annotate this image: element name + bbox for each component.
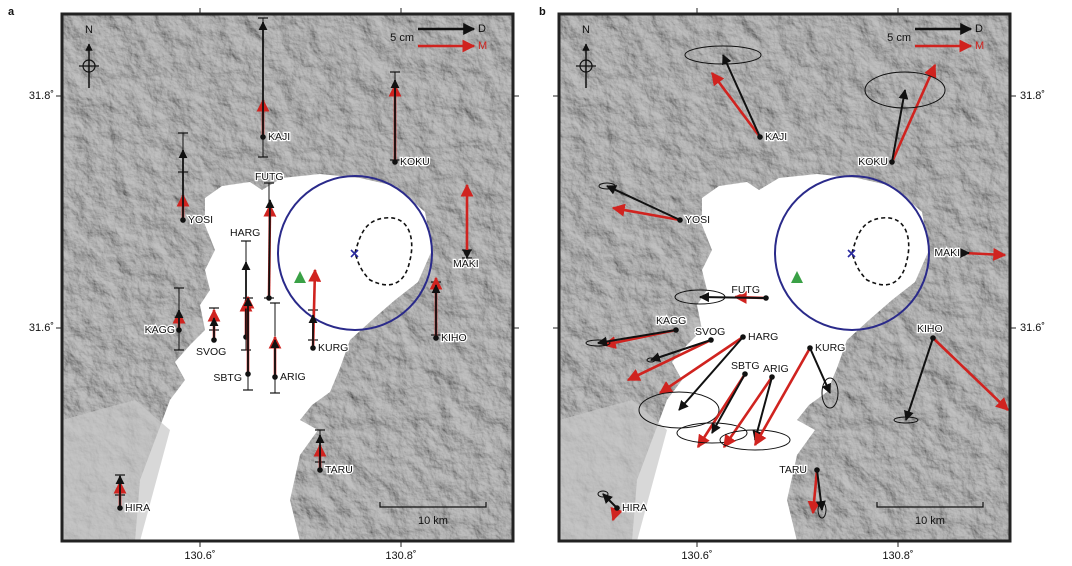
panel: KAJI KOKU YOSI MAKI FUTG HARG KAGG SVOG SBTG ARIG… xyxy=(8,6,519,562)
north-label: N xyxy=(582,24,590,36)
station-label: HARG xyxy=(230,227,260,239)
station-label: KAGG xyxy=(145,324,175,336)
station xyxy=(708,337,714,343)
panel-label: b xyxy=(539,6,546,18)
station xyxy=(260,134,266,140)
station xyxy=(742,371,748,377)
station xyxy=(889,159,895,165)
lat-label: 31.6˚ xyxy=(29,322,54,334)
station-label: FUTG xyxy=(255,171,284,183)
station-label: KOKU xyxy=(858,156,888,168)
legend-scale: 5 cm xyxy=(887,32,911,44)
legend-scale: 5 cm xyxy=(390,32,414,44)
figure: KAJIKOKUYOSIMAKIFUTGHARGKAGGSVOGSBTGARIG… xyxy=(0,0,1072,566)
station-label: TARU xyxy=(325,464,353,476)
station-label: KURG xyxy=(815,342,845,354)
station xyxy=(763,295,769,301)
station xyxy=(740,334,746,340)
station xyxy=(673,327,679,333)
station xyxy=(814,467,820,473)
lon-label: 130.6˚ xyxy=(681,550,712,562)
station xyxy=(930,335,936,341)
station-label: KOKU xyxy=(400,156,430,168)
station xyxy=(176,327,182,333)
scale-bar-label: 10 km xyxy=(915,515,945,527)
lat-label: 31.6˚ xyxy=(1020,322,1045,334)
station-label: SVOG xyxy=(196,346,226,358)
station xyxy=(317,467,323,473)
station-label: ARIG xyxy=(763,363,789,375)
station xyxy=(464,250,470,256)
map-area: KAJI KOKU YOSI MAKI FUTG HARG KAGG SVOG SBTG ARIG… xyxy=(62,14,513,541)
station xyxy=(266,295,272,301)
station-label: KAJI xyxy=(268,131,290,143)
station-label: MAKI xyxy=(453,258,479,270)
station xyxy=(392,159,398,165)
station-label: HIRA xyxy=(125,502,150,514)
station-label: KIHO xyxy=(441,332,467,344)
observed-vector xyxy=(269,200,270,298)
legend-observed-label: D xyxy=(975,23,983,35)
station-label: MAKI xyxy=(934,247,960,259)
station-label: SBTG xyxy=(213,372,242,384)
north-label: N xyxy=(85,24,93,36)
station xyxy=(180,217,186,223)
station-label: KAGG xyxy=(656,315,686,327)
station xyxy=(433,335,439,341)
station-label: HARG xyxy=(748,331,778,343)
station-label: ARIG xyxy=(280,371,306,383)
station-label: YOSI xyxy=(188,214,213,226)
station xyxy=(677,217,683,223)
station xyxy=(117,505,123,511)
station-label: SVOG xyxy=(695,326,725,338)
station xyxy=(245,371,251,377)
scale-bar-label: 10 km xyxy=(418,515,448,527)
station-label: TARU xyxy=(779,464,807,476)
station-label: KAJI xyxy=(765,131,787,143)
station xyxy=(211,337,217,343)
station xyxy=(614,505,620,511)
lon-label: 130.6˚ xyxy=(184,550,215,562)
station xyxy=(961,250,967,256)
panel-label: a xyxy=(8,6,15,18)
station-label: HIRA xyxy=(622,502,647,514)
lon-label: 130.8˚ xyxy=(385,550,416,562)
lon-label: 130.8˚ xyxy=(882,550,913,562)
legend-model-label: M xyxy=(478,40,487,52)
lat-label: 31.8˚ xyxy=(29,90,54,102)
legend-observed-label: D xyxy=(478,23,486,35)
station-label: FUTG xyxy=(731,284,760,296)
station xyxy=(272,374,278,380)
lat-label: 31.8˚ xyxy=(1020,90,1045,102)
station xyxy=(310,345,316,351)
station-label: KIHO xyxy=(917,323,943,335)
station xyxy=(807,345,813,351)
station xyxy=(757,134,763,140)
legend-model-label: M xyxy=(975,40,984,52)
station-label: SBTG xyxy=(731,360,760,372)
station-label: KURG xyxy=(318,342,348,354)
observed-vector xyxy=(700,297,766,298)
station xyxy=(769,374,775,380)
station-label: YOSI xyxy=(685,214,710,226)
